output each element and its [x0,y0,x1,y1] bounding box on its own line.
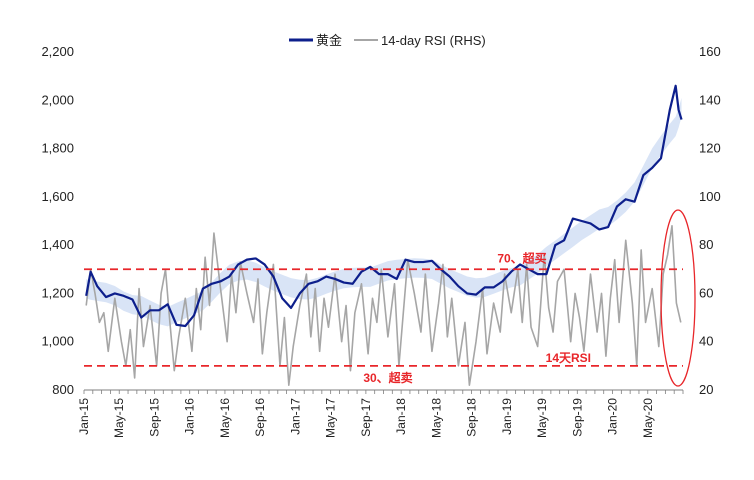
rsi-callout-label: 14天RSI [546,351,591,365]
oversold-label: 30、超卖 [363,370,412,385]
legend-label-rsi: 14-day RSI (RHS) [381,33,486,48]
left-tick-label: 1,600 [41,189,74,204]
x-axis: Jan-15 May-15 Sep-15 Jan-16 May-16 Sep-16 Jan-… [77,389,684,438]
left-axis: 800 1,000 1,200 1,400 1,600 1,800 2,000 2,200 [41,44,74,397]
left-tick-label: 1,200 [41,285,74,300]
left-tick-label: 1,400 [41,237,74,252]
right-axis: 20 40 60 80 100 120 140 160 [699,44,721,397]
x-tick-label: May-16 [218,398,232,438]
left-tick-label: 800 [52,382,74,397]
left-tick-label: 1,000 [41,334,74,349]
x-tick-label: May-19 [535,398,549,438]
left-tick-label: 1,800 [41,141,74,156]
right-tick-label: 120 [699,141,721,156]
rsi-highlight-ellipse [660,209,696,387]
x-tick-label: Sep-18 [465,398,479,437]
left-tick-label: 2,200 [41,44,74,59]
x-tick-label: Jan-16 [183,398,197,435]
left-tick-label: 2,000 [41,92,74,107]
annotations: 70、超买 30、超卖 14天RSI [363,209,696,387]
x-tick-label: Sep-16 [253,398,267,437]
x-tick-label: Jan-15 [77,398,91,435]
right-tick-label: 40 [699,334,713,349]
x-tick-label: Sep-17 [359,398,373,437]
x-tick-label: Jan-20 [606,398,620,435]
x-tick-label: May-15 [112,398,126,438]
right-tick-label: 100 [699,189,721,204]
reference-lines [84,268,683,367]
right-tick-label: 140 [699,92,721,107]
x-tick-label: Jan-17 [288,398,302,435]
x-tick-label: May-17 [324,398,338,438]
right-tick-label: 80 [699,237,713,252]
x-tick-label: May-18 [429,398,443,438]
x-tick-label: Sep-19 [570,398,584,437]
right-tick-label: 160 [699,44,721,59]
right-tick-label: 60 [699,285,713,300]
legend: 黄金 14-day RSI (RHS) [289,33,486,48]
x-tick-label: May-20 [641,398,655,438]
overbought-label: 70、超买 [497,250,546,265]
right-tick-label: 20 [699,382,713,397]
x-tick-label: Jan-19 [500,398,514,435]
x-tick-label: Sep-15 [147,398,161,437]
x-tick-label: Jan-18 [394,398,408,435]
legend-label-gold: 黄金 [316,33,342,48]
